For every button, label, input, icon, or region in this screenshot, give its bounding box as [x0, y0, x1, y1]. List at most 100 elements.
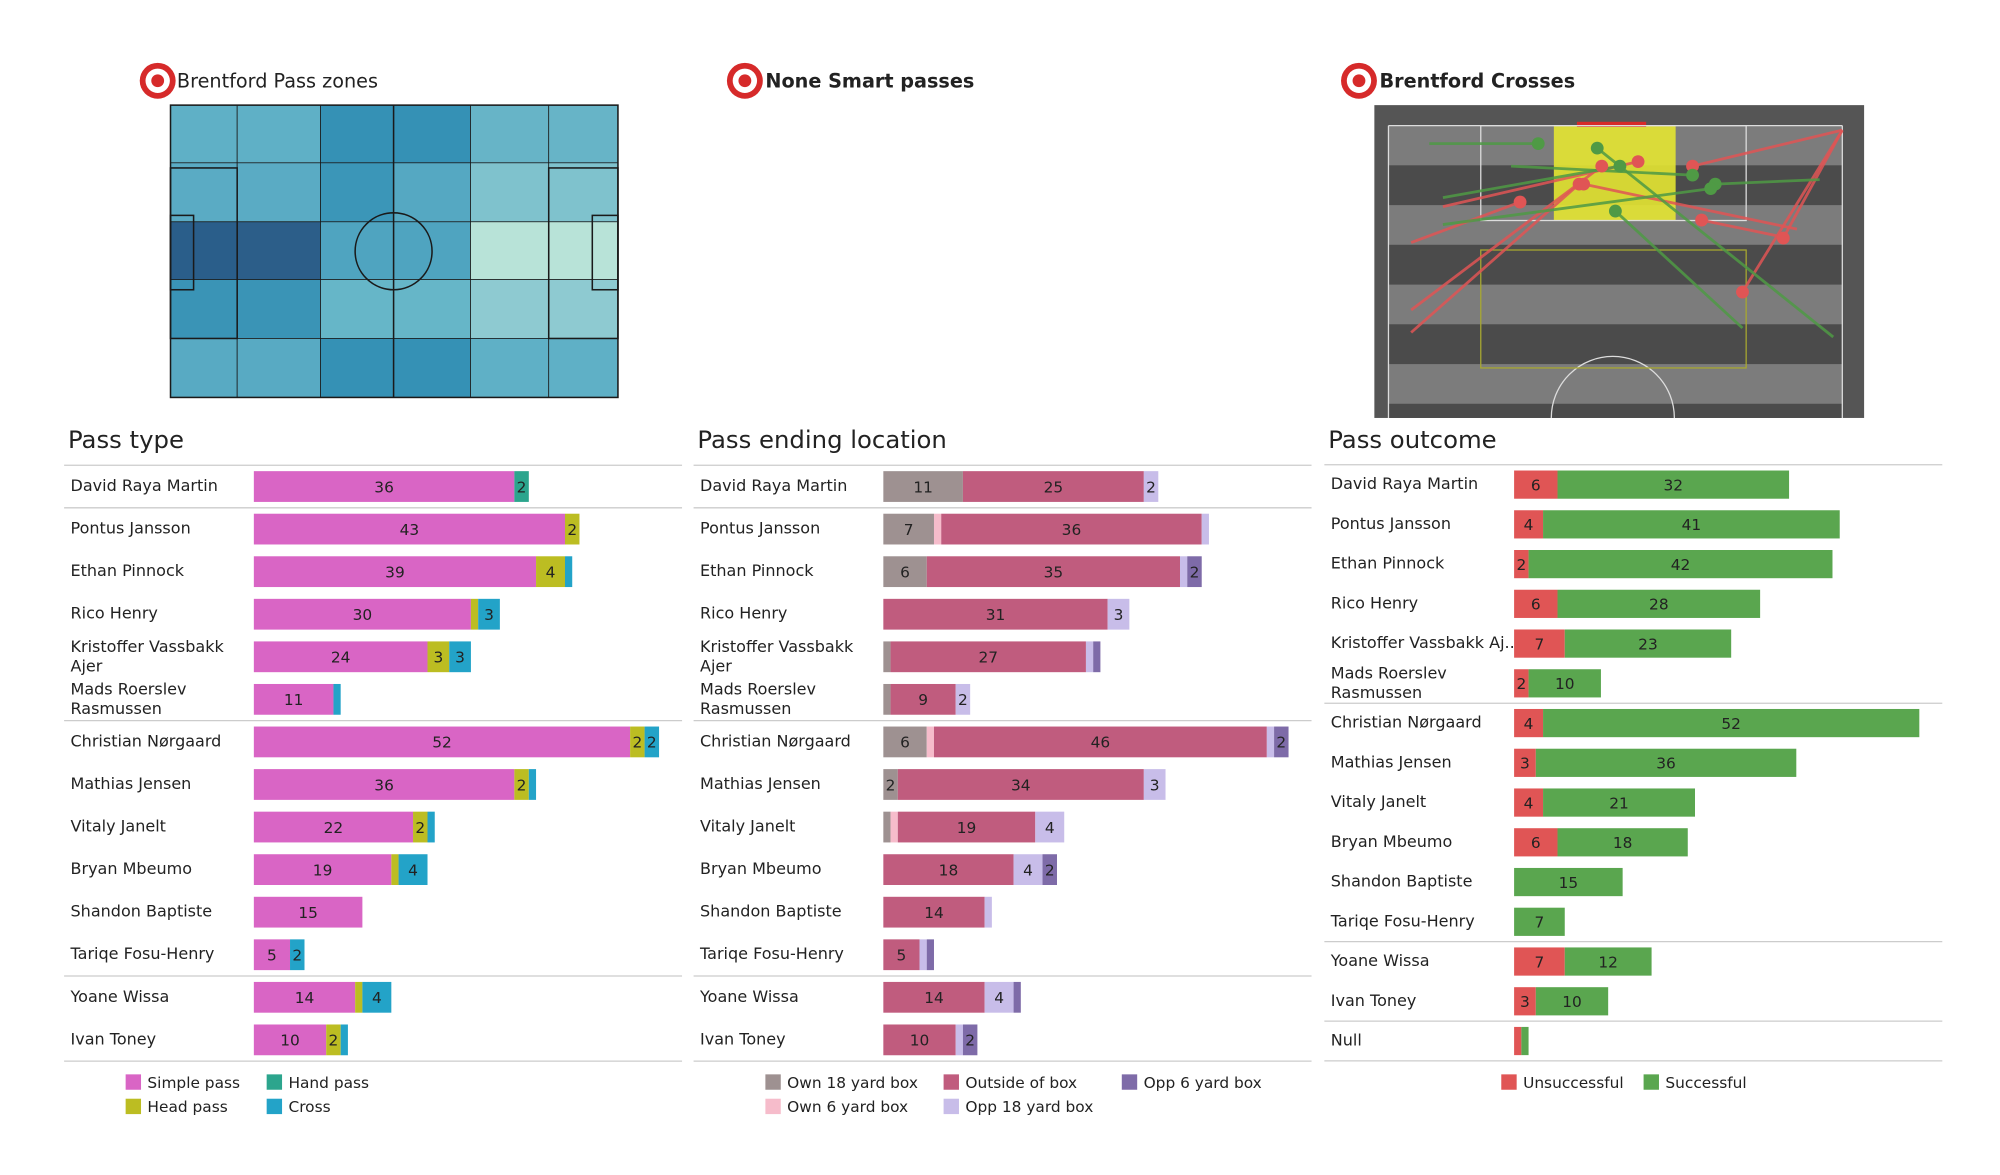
bar-segment — [984, 896, 992, 928]
bar-segment — [290, 939, 305, 971]
row-label: Ethan Pinnock — [1331, 554, 1445, 573]
row-label-line: Mads Roerslev — [1331, 663, 1452, 682]
row-label: Vitaly Janelt — [71, 817, 166, 836]
legend-swatch — [125, 1074, 142, 1090]
bar-segment — [1543, 788, 1696, 817]
goal — [1576, 121, 1647, 127]
bar-segment — [955, 683, 971, 715]
bar-segment — [514, 769, 529, 800]
pitch-line — [1480, 125, 1747, 222]
bar-value-label: 2 — [1516, 675, 1526, 693]
row-label: Ethan Pinnock — [71, 561, 185, 580]
bar-value-label: 4 — [546, 563, 556, 581]
pitch-line — [169, 214, 195, 291]
bar-value-label: 28 — [1649, 596, 1669, 614]
badge — [726, 62, 763, 99]
bar-value-label: 12 — [1598, 953, 1618, 971]
bar-value-label: 6 — [1531, 834, 1541, 852]
legend-swatch — [1121, 1074, 1138, 1090]
cross-line — [1782, 129, 1844, 239]
legend-label: Head pass — [147, 1098, 227, 1116]
bar-value-label: 52 — [1721, 715, 1741, 733]
cross-line — [1701, 218, 1789, 240]
cross-line — [1741, 129, 1844, 293]
pitch-lines — [169, 104, 619, 399]
bar-segment — [253, 981, 356, 1013]
cross-end — [1531, 137, 1545, 151]
bar-value-label: 4 — [1524, 516, 1534, 534]
row-label: Ethan Pinnock — [700, 561, 814, 580]
zone — [320, 221, 394, 280]
bar-value-label: 2 — [958, 691, 968, 709]
bar-value-label: 42 — [1671, 556, 1691, 574]
bar-segment — [253, 683, 334, 715]
row-label-line: Ajer — [71, 656, 103, 675]
bar-value-label: 3 — [433, 649, 443, 667]
bar-value-label: 6 — [1531, 596, 1541, 614]
bar-segment — [1514, 907, 1565, 936]
pitch-line — [1550, 355, 1675, 418]
row-label: Pontus Jansson — [71, 519, 191, 538]
bar-segment — [630, 726, 645, 758]
bar-segment — [1514, 748, 1536, 777]
bar-segment — [564, 513, 580, 545]
bar-value-label: 32 — [1664, 476, 1684, 494]
bar-segment — [1557, 589, 1761, 618]
legend-swatch — [125, 1098, 142, 1115]
bar-segment — [253, 513, 565, 545]
pitch-stripe — [1388, 244, 1843, 285]
bar-segment — [253, 896, 363, 928]
bar-segment — [470, 598, 479, 630]
row-label-line: Mads Roerslev — [700, 679, 821, 698]
bar-segment — [883, 854, 1014, 885]
bar-segment — [1187, 556, 1202, 588]
row-label: Mads Roerslev Rasmussen — [71, 679, 192, 717]
bar-segment — [253, 854, 392, 885]
bar-segment — [1564, 629, 1732, 658]
cross-end — [1704, 182, 1718, 196]
zone — [170, 338, 238, 398]
bar-segment — [253, 556, 537, 588]
bar-value-label: 14 — [924, 904, 944, 922]
bar-segment — [1514, 987, 1536, 1016]
bar-segment — [962, 471, 1144, 502]
legend-label: Successful — [1665, 1074, 1746, 1092]
legend-swatch — [1643, 1074, 1659, 1090]
bar-segment — [962, 1024, 978, 1056]
row-label: Ivan Toney — [1331, 991, 1417, 1010]
bar-segment — [883, 811, 891, 843]
bar-value-label: 14 — [295, 989, 315, 1007]
row-label: Shandon Baptiste — [1331, 872, 1473, 891]
row-label-line: Rasmussen — [71, 698, 162, 717]
bar-segment — [326, 1024, 341, 1056]
bar-segment — [1514, 589, 1558, 618]
bar-segment — [253, 811, 414, 843]
cross-end — [1686, 159, 1699, 173]
row-label: Rico Henry — [71, 604, 158, 623]
bar-value-label: 23 — [1638, 635, 1658, 653]
row-label: Rico Henry — [700, 604, 787, 623]
row-label: Christian Nørgaard — [1331, 713, 1482, 732]
zone — [548, 338, 619, 398]
bar-value-label: 10 — [280, 1032, 300, 1050]
bar-value-label: 3 — [1520, 755, 1530, 773]
panel-heading: Pass outcome — [1328, 425, 1496, 454]
bar-value-label: 11 — [284, 691, 304, 709]
pitch-stripe — [1388, 364, 1843, 404]
zone — [320, 279, 394, 339]
bar-value-label: 19 — [957, 819, 977, 837]
bar-value-label: 15 — [1559, 874, 1579, 892]
zone — [548, 104, 619, 164]
bar-segment — [1013, 981, 1021, 1013]
bar-value-label: 11 — [913, 478, 933, 496]
bar-segment — [536, 556, 565, 588]
bar-segment — [1514, 669, 1529, 698]
zone — [470, 104, 550, 164]
bar-segment — [1274, 726, 1289, 758]
cross-line — [1442, 187, 1711, 226]
cross-end — [1736, 285, 1749, 299]
row-label: Yoane Wissa — [1330, 951, 1430, 970]
bar-segment — [1528, 550, 1833, 579]
bar-segment — [883, 769, 898, 800]
bar-segment — [1535, 987, 1609, 1016]
